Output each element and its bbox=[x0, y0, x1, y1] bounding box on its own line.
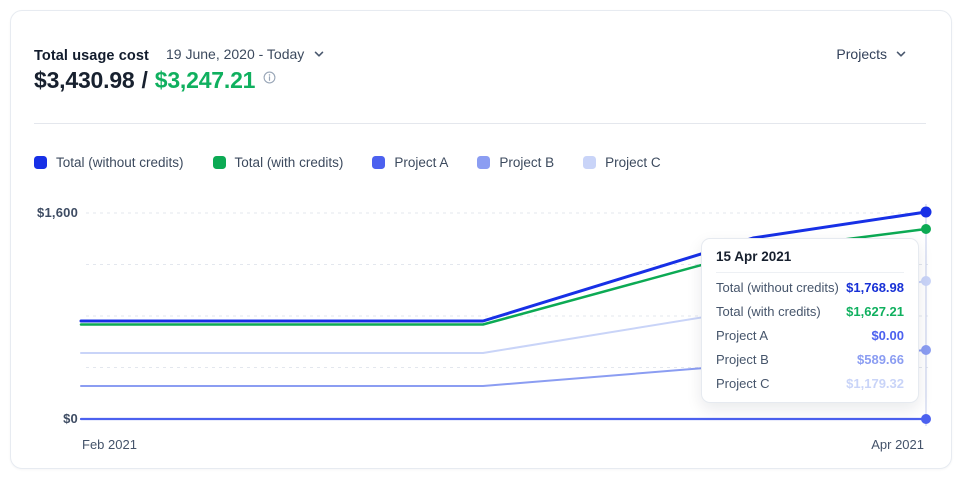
chevron-down-icon bbox=[314, 51, 324, 57]
legend-item[interactable]: Project A bbox=[372, 155, 448, 170]
series-line bbox=[79, 210, 928, 323]
legend-label: Total (with credits) bbox=[234, 155, 344, 170]
series-end-dot bbox=[921, 414, 931, 424]
tooltip-row-value: $0.00 bbox=[871, 327, 904, 343]
projects-label: Projects bbox=[836, 46, 887, 62]
tooltip-row: Project C $1,179.32 bbox=[716, 371, 904, 395]
legend-swatch bbox=[477, 156, 491, 169]
tooltip-row-value: $1,627.21 bbox=[846, 303, 904, 319]
series-end-dot bbox=[920, 206, 932, 218]
legend-item[interactable]: Total (with credits) bbox=[212, 155, 344, 170]
chart-tooltip: 15 Apr 2021 Total (without credits) $1,76… bbox=[701, 238, 919, 403]
tooltip-row-label: Project C bbox=[716, 375, 770, 391]
x-axis-tick-right: Apr 2021 bbox=[871, 437, 924, 452]
tooltip-row-value: $589.66 bbox=[857, 351, 904, 367]
series-end-dot bbox=[921, 345, 931, 355]
info-icon[interactable] bbox=[263, 71, 276, 84]
chart-legend: Total (without credits) Total (with credi… bbox=[34, 155, 661, 170]
date-range-label: 19 June, 2020 - Today bbox=[166, 46, 305, 62]
legend-label: Total (without credits) bbox=[56, 155, 184, 170]
date-range-selector[interactable]: 19 June, 2020 - Today bbox=[164, 42, 327, 66]
card-title: Total usage cost bbox=[34, 48, 149, 64]
legend-label: Project B bbox=[499, 155, 555, 170]
total-amounts: $3,430.98 / $3,247.21 bbox=[34, 67, 276, 94]
amount-separator: / bbox=[141, 67, 148, 93]
tooltip-row-label: Total (with credits) bbox=[716, 303, 821, 319]
usage-cost-card: Total usage cost 19 June, 2020 - Today P… bbox=[10, 10, 952, 469]
header-divider bbox=[34, 123, 926, 124]
tooltip-row-value: $1,179.32 bbox=[846, 375, 904, 391]
legend-swatch bbox=[212, 156, 226, 169]
tooltip-date: 15 Apr 2021 bbox=[716, 245, 904, 273]
legend-swatch bbox=[583, 156, 597, 169]
amount-with-credits: $3,247.21 bbox=[154, 67, 256, 93]
tooltip-row: Total (with credits) $1,627.21 bbox=[716, 299, 904, 323]
legend-label: Project C bbox=[605, 155, 661, 170]
tooltip-row: Project A $0.00 bbox=[716, 323, 904, 347]
amount-without-credits: $3,430.98 bbox=[34, 67, 135, 93]
tooltip-row-value: $1,768.98 bbox=[846, 279, 904, 295]
tooltip-row-label: Total (without credits) bbox=[716, 279, 839, 295]
legend-item[interactable]: Project B bbox=[477, 155, 554, 170]
tooltip-row-label: Project A bbox=[716, 327, 769, 343]
projects-selector[interactable]: Projects bbox=[834, 42, 909, 66]
y-axis-tick-max: $1,600 bbox=[37, 205, 78, 220]
legend-swatch bbox=[34, 156, 47, 169]
y-axis-tick-zero: $0 bbox=[63, 411, 78, 426]
tooltip-row: Project B $589.66 bbox=[716, 347, 904, 371]
tooltip-row: Total (without credits) $1,768.98 bbox=[716, 275, 904, 299]
chevron-down-icon bbox=[896, 51, 906, 57]
legend-item[interactable]: Total (without credits) bbox=[34, 155, 184, 170]
legend-label: Project A bbox=[394, 155, 449, 170]
tooltip-rows: Total (without credits) $1,768.98 Total (w… bbox=[716, 273, 904, 395]
legend-item[interactable]: Project C bbox=[583, 155, 661, 170]
tooltip-row-label: Project B bbox=[716, 351, 769, 367]
x-axis-tick-left: Feb 2021 bbox=[82, 437, 137, 452]
series-end-dot bbox=[921, 224, 931, 234]
series-end-dot bbox=[921, 276, 931, 286]
legend-swatch bbox=[372, 156, 386, 169]
